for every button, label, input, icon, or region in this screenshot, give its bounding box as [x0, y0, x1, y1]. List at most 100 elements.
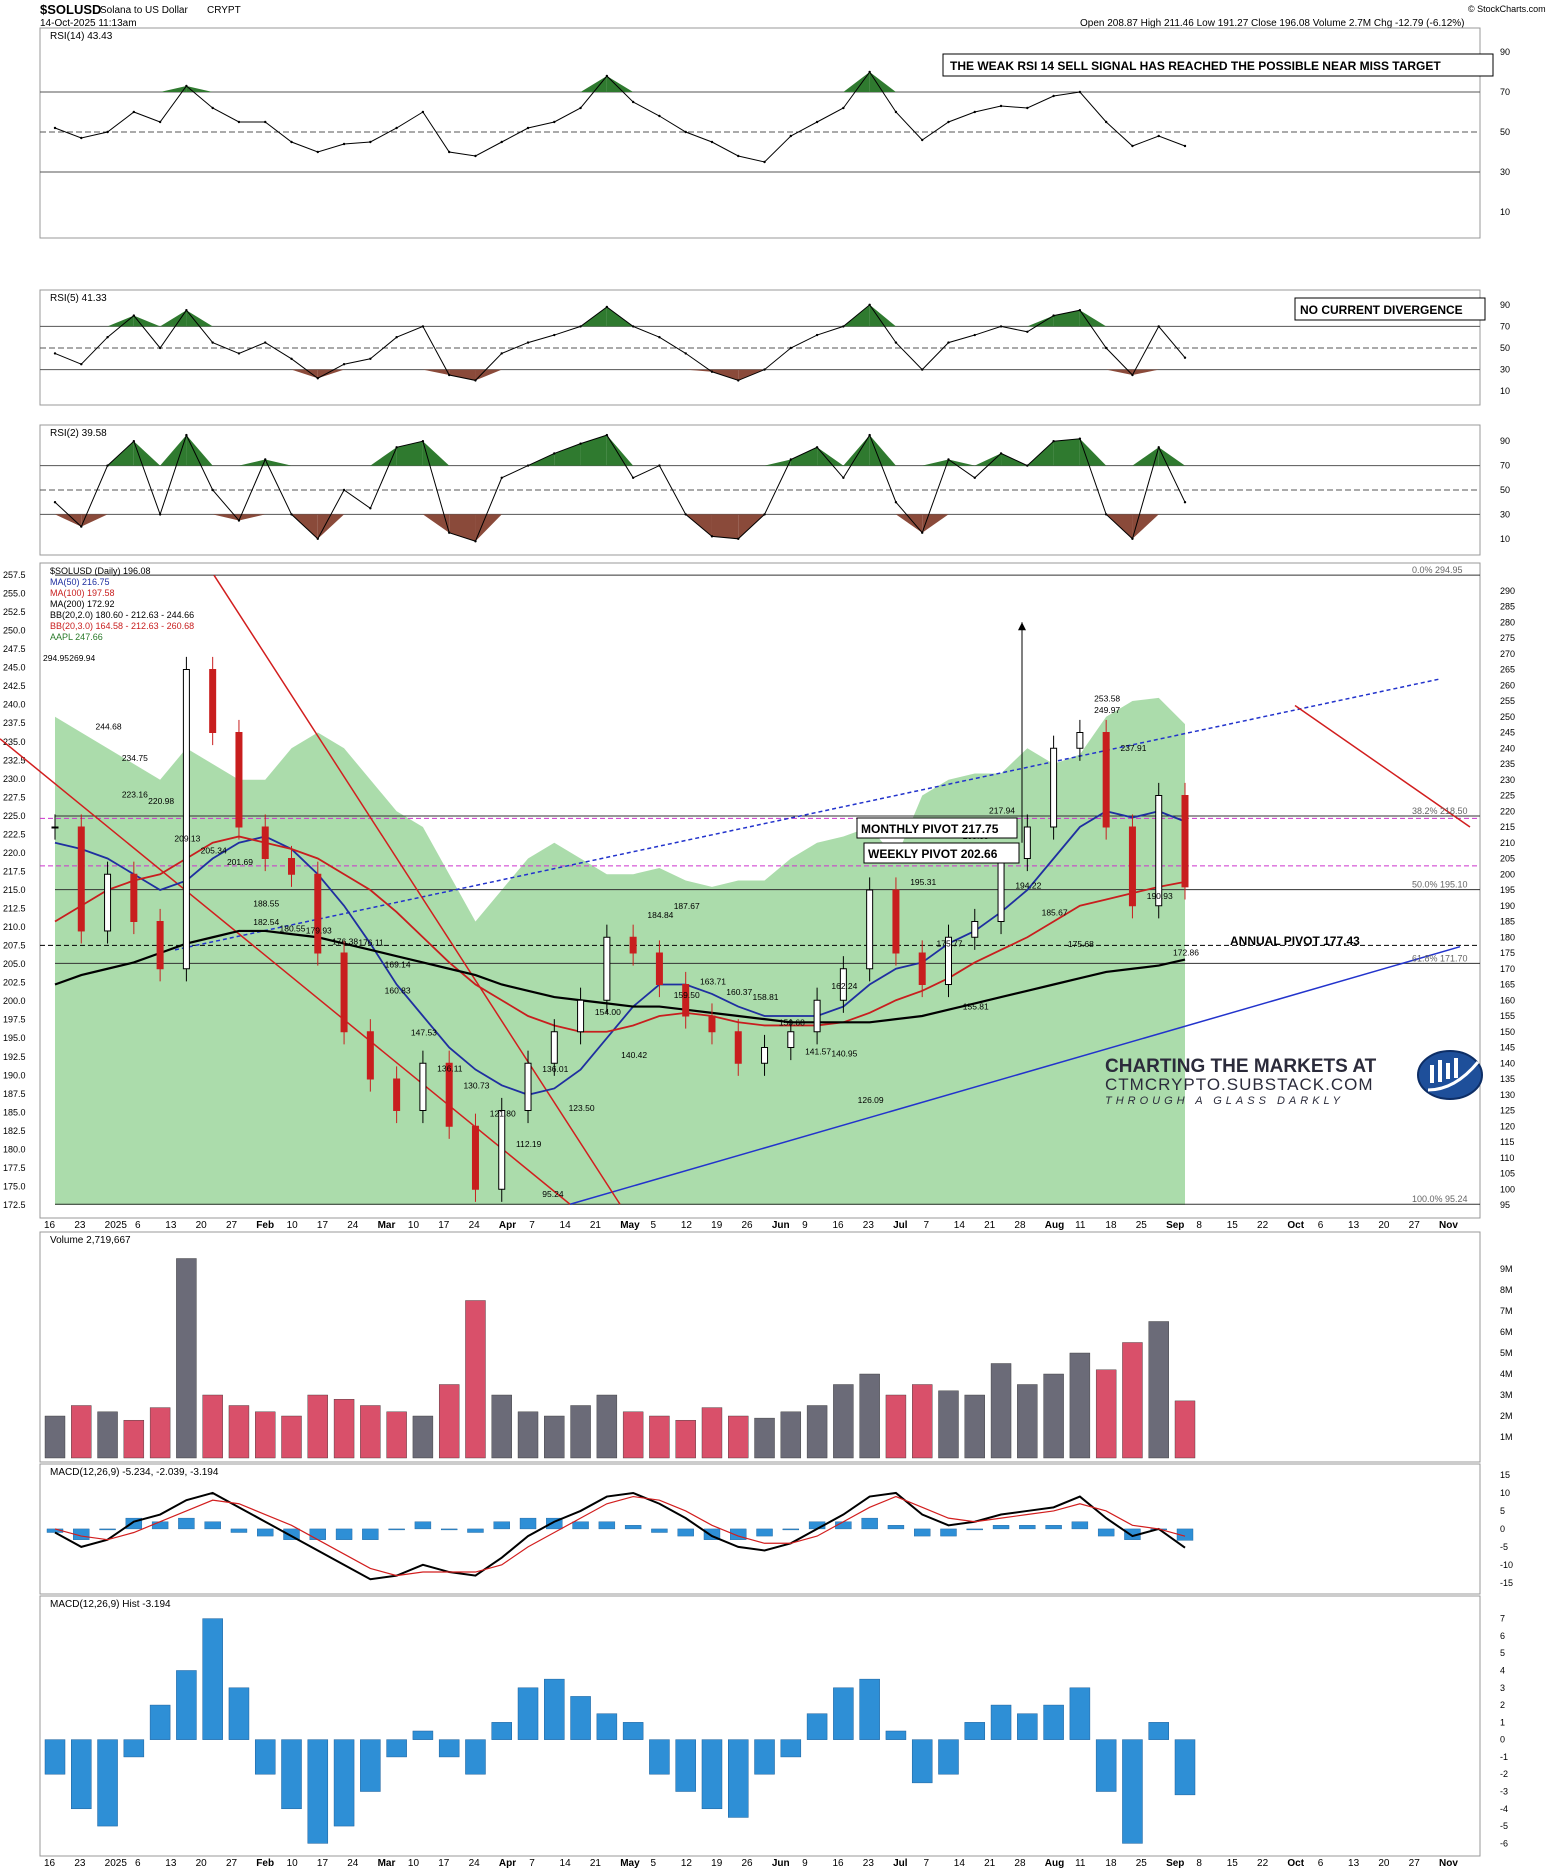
- hist-bar: [596, 1713, 618, 1740]
- x-axis-bottom-label: 23: [74, 1858, 86, 1869]
- rsi2-tick-label: 50: [1500, 485, 1510, 495]
- macd-signal-line: [54, 1495, 1186, 1577]
- x-axis-price-label: Sep: [1166, 1220, 1184, 1231]
- price-left-tick: 185.0: [3, 1107, 26, 1117]
- rsi5-point: [1157, 325, 1160, 328]
- x-axis-price-label: 2025: [105, 1220, 128, 1231]
- candle-body: [209, 669, 217, 733]
- price-right-tick: 220: [1500, 806, 1515, 816]
- rsi2-point: [999, 452, 1003, 455]
- rsi14-point: [763, 160, 766, 164]
- x-axis-price-label: 14: [560, 1220, 572, 1231]
- annual-pivot-text: ANNUAL PIVOT 177.43: [1230, 934, 1360, 948]
- rsi2-point: [579, 442, 582, 445]
- candle-body: [340, 952, 348, 1033]
- x-axis-price-label: 17: [438, 1220, 450, 1231]
- candle-body: [761, 1047, 769, 1064]
- macd-tick-label: 0: [1500, 1524, 1505, 1534]
- legend-entry: BB(20,3.0) 164.58 - 212.63 - 260.68: [50, 621, 194, 631]
- rsi2-point: [106, 464, 109, 467]
- rsi5-tick-label: 30: [1500, 365, 1510, 375]
- volume-bar: [1174, 1400, 1196, 1459]
- price-left-tick: 215.0: [3, 885, 26, 895]
- price-point-label: 147.53: [411, 1028, 437, 1038]
- rsi5-oversold-fill: [711, 369, 739, 381]
- volume-bar: [1043, 1373, 1064, 1459]
- quote-line: Open 208.87 High 211.46 Low 191.27 Close…: [1080, 18, 1465, 29]
- rsi14-point: [737, 154, 740, 158]
- rsi2-tick-label: 70: [1500, 461, 1510, 471]
- volume-bar: [333, 1398, 355, 1459]
- volume-tick-label: 8M: [1500, 1285, 1513, 1295]
- hist-tick-label: -1: [1500, 1752, 1508, 1762]
- rsi14-point: [500, 140, 503, 144]
- rsi2-point: [1052, 440, 1055, 443]
- volume-bar: [728, 1415, 749, 1459]
- hist-bar: [1174, 1739, 1196, 1796]
- price-right-tick: 190: [1500, 901, 1515, 911]
- candle-body: [1050, 747, 1058, 828]
- rsi14-overbought-fill: [843, 72, 870, 92]
- volume-panel: Volume 2,719,667 9M 8M 7M 6M 5M 4M 3M 2M 1M: [39, 1231, 1513, 1463]
- candle-body: [1128, 826, 1136, 907]
- rsi2-point: [631, 476, 635, 479]
- price-point-label: 220.98: [148, 796, 174, 806]
- rsi5-overbought-fill: [107, 315, 134, 327]
- x-axis-price-label: Feb: [256, 1220, 274, 1231]
- rsi14-point: [553, 120, 556, 124]
- volume-bar: [491, 1394, 512, 1459]
- price-point-label: 253.58: [1094, 693, 1120, 703]
- rsi5-overbought-fill: [186, 310, 213, 327]
- candle-body: [1102, 732, 1110, 828]
- price-point-label: 140.95: [831, 1048, 857, 1058]
- rsi2-oversold-fill: [317, 514, 345, 539]
- price-left-tick: 240.0: [3, 700, 26, 710]
- x-axis-bottom-label: 21: [590, 1858, 602, 1869]
- candle-body: [104, 873, 112, 932]
- rsi5-point: [500, 352, 503, 355]
- price-right-tick: 255: [1500, 696, 1515, 706]
- hist-bar: [97, 1739, 118, 1827]
- x-axis-price-label: 7: [529, 1220, 535, 1231]
- rsi5-point: [53, 352, 57, 355]
- rsi14-point: [894, 110, 898, 114]
- hist-bar: [675, 1739, 696, 1792]
- volume-tick-label: 7M: [1500, 1306, 1513, 1316]
- support-trendline: [569, 945, 1461, 1205]
- fib-label: 0.0% 294.95: [1412, 565, 1463, 575]
- brand-watermark: CHARTING THE MARKETS AT CTMCRYPTO.SUBSTA…: [1105, 1050, 1483, 1107]
- rsi14-point: [973, 110, 976, 114]
- price-right-tick: 280: [1500, 617, 1515, 627]
- rsi14-line: [54, 71, 1186, 163]
- hist-label: MACD(12,26,9) Hist -3.194: [50, 1599, 171, 1610]
- rsi2-overbought-fill: [817, 447, 844, 466]
- rsi2-point: [211, 488, 214, 492]
- price-left-tick: 220.0: [3, 848, 26, 858]
- price-left-tick: 205.0: [3, 959, 26, 969]
- rsi14-point: [842, 106, 845, 110]
- x-axis-bottom-label: 20: [1378, 1858, 1390, 1869]
- price-point-label: 126.09: [858, 1095, 884, 1105]
- rsi2-point: [53, 501, 57, 504]
- candle-body: [787, 1031, 795, 1048]
- price-point-label: 136.01: [542, 1064, 568, 1074]
- rsi5-overbought-fill: [1027, 315, 1054, 327]
- candle-body: [682, 984, 690, 1017]
- x-axis-price-label: Jun: [772, 1220, 790, 1231]
- macd-hist-bar: [624, 1525, 642, 1530]
- x-axis-bottom-label: 7: [529, 1858, 535, 1869]
- price-left-tick: 210.0: [3, 922, 26, 932]
- rsi5-point: [763, 368, 766, 371]
- weekly-pivot-box: [863, 842, 1020, 864]
- price-point-label: 112.19: [516, 1139, 542, 1149]
- rsi14-point: [185, 84, 188, 88]
- x-axis-price-label: Mar: [378, 1220, 396, 1231]
- hist-bar: [544, 1678, 565, 1740]
- price-right-tick: 140: [1500, 1058, 1515, 1068]
- x-axis-bottom-label: Aug: [1045, 1858, 1064, 1869]
- candle-body: [393, 1078, 401, 1111]
- rsi14-overbought-fill: [160, 86, 187, 92]
- rsi14-point: [1157, 134, 1160, 138]
